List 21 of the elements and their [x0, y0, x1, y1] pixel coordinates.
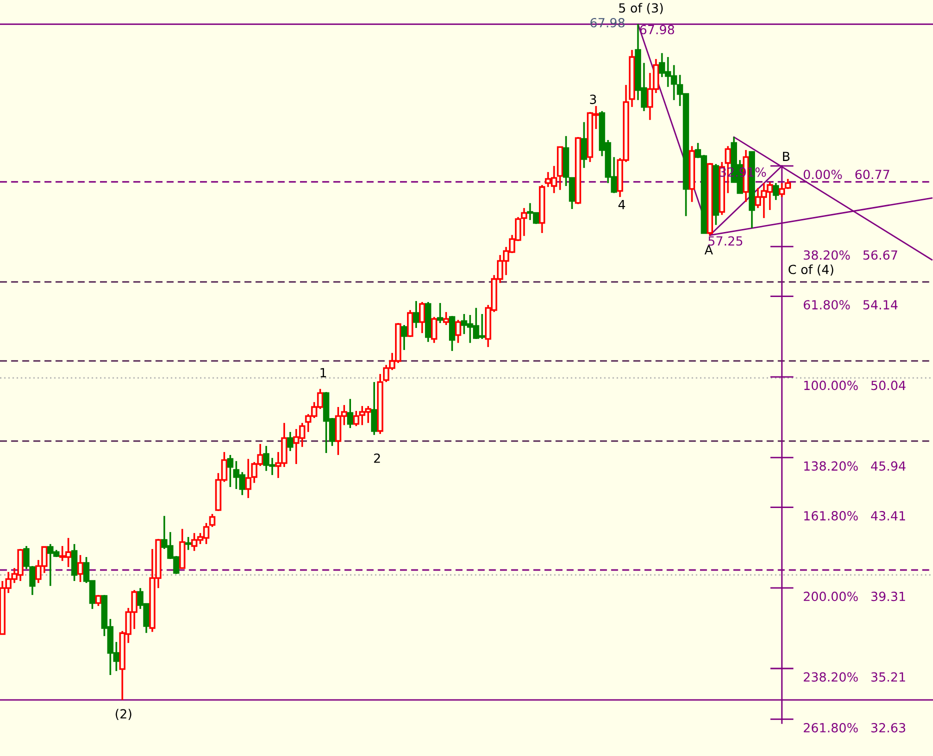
- annotation: 1: [320, 368, 326, 378]
- annotation: C of (4): [788, 264, 834, 276]
- annotation: 57.25: [708, 236, 742, 246]
- annotation: 67.98: [640, 24, 674, 34]
- ref-line-label: 100.00% 50.04: [804, 380, 906, 390]
- annotation: 3: [590, 94, 596, 104]
- ref-line-label: 261.80% 32.63: [804, 722, 906, 732]
- ref-line-label: 161.80% 43.41: [804, 511, 906, 520]
- ref-line-label: 0.00% 60.77: [804, 170, 890, 180]
- ref-line-label: 61.80% 54.14: [804, 300, 898, 310]
- ref-line-label: 38.20% 56.67: [804, 250, 898, 260]
- ref-line-label: 138.20% 45.94: [804, 461, 906, 471]
- ref-line-label: 200.00% 39.31: [804, 592, 906, 602]
- annotation: (2): [116, 708, 132, 720]
- annotation: 5 of (3): [619, 2, 663, 14]
- annotation: B: [783, 152, 790, 161]
- annotation: A: [704, 245, 713, 254]
- ref-line-label: 238.20% 35.21: [804, 672, 906, 682]
- annotation: 32.91%: [720, 167, 766, 177]
- annotation: 2: [374, 453, 380, 463]
- annotation: 4: [618, 200, 626, 210]
